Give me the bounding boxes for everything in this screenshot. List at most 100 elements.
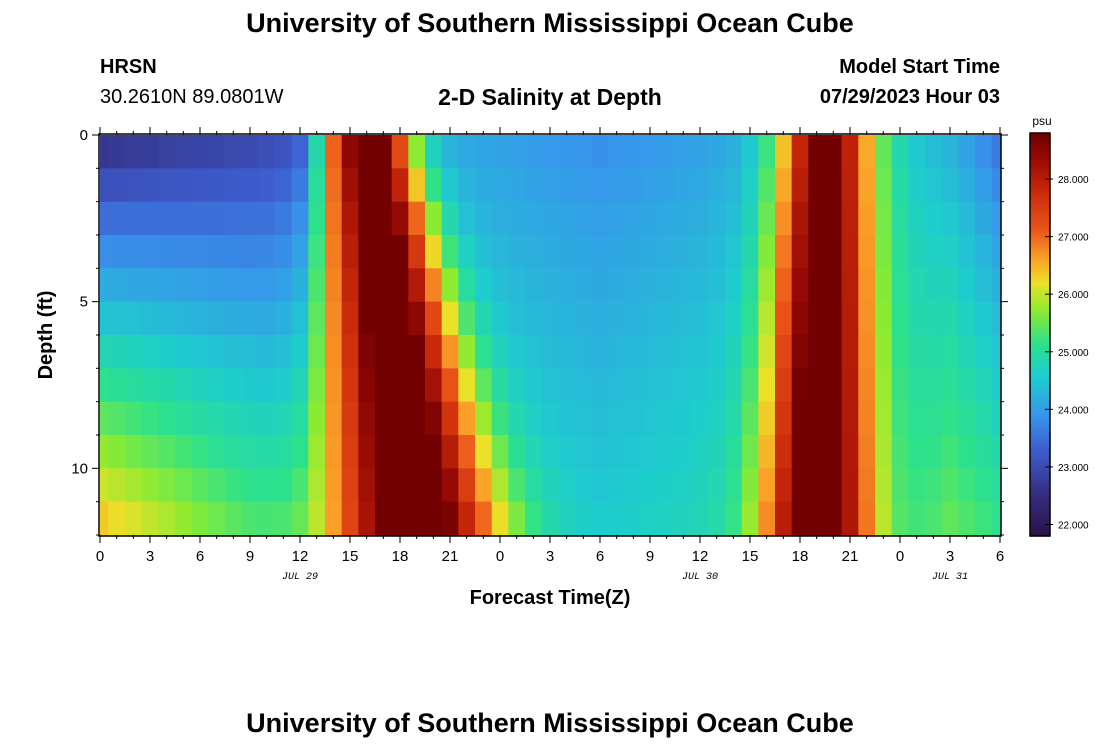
- heatmap-cell: [575, 168, 593, 203]
- heatmap-cell: [100, 435, 109, 469]
- colorbar-segment: [1030, 239, 1050, 243]
- heatmap-cell: [108, 135, 126, 169]
- y-tick-label: 0: [80, 127, 88, 144]
- heatmap-cell: [508, 268, 526, 303]
- heatmap-cell: [991, 335, 1001, 369]
- heatmap-cell: [825, 135, 843, 169]
- heatmap-cell: [408, 235, 426, 269]
- colorbar-segment: [1030, 396, 1050, 400]
- heatmap-cell: [141, 468, 159, 503]
- heatmap-cell: [141, 201, 159, 236]
- colorbar-segment: [1030, 274, 1050, 277]
- colorbar-segment: [1030, 296, 1050, 299]
- heatmap-cell: [591, 301, 609, 336]
- colorbar-tick-label: 23.000: [1058, 463, 1089, 474]
- colorbar-segment: [1030, 398, 1050, 402]
- heatmap-cell: [691, 301, 709, 336]
- heatmap-cell: [891, 468, 909, 503]
- heatmap-cell: [191, 268, 209, 303]
- colorbar-segment: [1030, 282, 1050, 285]
- heatmap-cell: [975, 401, 993, 436]
- heatmap-cell: [925, 235, 943, 269]
- colorbar-segment: [1030, 519, 1050, 523]
- heatmap-cell: [791, 201, 809, 236]
- heatmap-cell: [458, 135, 476, 169]
- colorbar-segment: [1030, 237, 1050, 241]
- heatmap-cell: [808, 468, 826, 503]
- x-tick-label: 3: [946, 548, 954, 565]
- heatmap-cell: [691, 368, 709, 403]
- colorbar-segment: [1030, 405, 1050, 408]
- heatmap-cell: [758, 301, 776, 336]
- heatmap-cell: [658, 335, 676, 369]
- heatmap-cell: [875, 135, 893, 169]
- heatmap-cell: [258, 501, 276, 536]
- date-label: JUL 30: [682, 572, 718, 583]
- heatmap-cell: [291, 301, 309, 336]
- heatmap-cell: [725, 301, 743, 336]
- heatmap-cell: [258, 335, 276, 369]
- heatmap-cell: [925, 168, 943, 203]
- heatmap-cell: [791, 168, 809, 203]
- colorbar-segment: [1030, 401, 1050, 404]
- heatmap-cell: [175, 201, 193, 236]
- heatmap-cell: [908, 268, 926, 303]
- heatmap-cell: [691, 435, 709, 469]
- heatmap-cell: [708, 135, 726, 169]
- heatmap-cell: [891, 501, 909, 536]
- heatmap-cell: [275, 335, 293, 369]
- heatmap-cell: [358, 135, 376, 169]
- colorbar-segment: [1030, 423, 1050, 426]
- colorbar-tick-label: 22.000: [1058, 520, 1089, 531]
- colorbar-segment: [1030, 330, 1050, 334]
- heatmap-cell: [341, 401, 359, 436]
- heatmap-cell: [791, 435, 809, 469]
- heatmap-cell: [525, 201, 543, 236]
- colorbar-segment: [1030, 509, 1050, 513]
- heatmap-cell: [241, 468, 259, 503]
- heatmap-cell: [675, 501, 693, 536]
- heatmap-cell: [775, 301, 793, 336]
- heatmap-cell: [325, 268, 343, 303]
- heatmap-cell: [291, 468, 309, 503]
- colorbar-segment: [1030, 165, 1050, 168]
- colorbar-segment: [1030, 346, 1050, 350]
- heatmap-cell: [391, 335, 409, 369]
- heatmap-cell: [958, 235, 976, 269]
- colorbar-segment: [1030, 457, 1050, 461]
- heatmap-cell: [591, 368, 609, 403]
- heatmap-cell: [841, 335, 859, 369]
- heatmap-cell: [258, 301, 276, 336]
- colorbar-segment: [1030, 141, 1050, 144]
- heatmap-cell: [625, 401, 643, 436]
- colorbar-segment: [1030, 243, 1050, 247]
- heatmap-cell: [775, 235, 793, 269]
- heatmap-cell: [858, 435, 876, 469]
- heatmap-cell: [241, 235, 259, 269]
- heatmap-cell: [275, 168, 293, 203]
- heatmap-cell: [875, 335, 893, 369]
- heatmap-cell: [100, 401, 109, 436]
- colorbar-segment: [1030, 153, 1050, 156]
- heatmap-cell: [175, 168, 193, 203]
- heatmap-cell: [925, 368, 943, 403]
- heatmap-cell: [441, 501, 459, 536]
- heatmap-cell: [708, 235, 726, 269]
- heatmap-cell: [358, 368, 376, 403]
- heatmap-cell: [408, 268, 426, 303]
- heatmap-cell: [508, 168, 526, 203]
- heatmap-cell: [725, 468, 743, 503]
- heatmap-cell: [308, 168, 326, 203]
- heatmap-cell: [325, 135, 343, 169]
- date-label: JUL 29: [282, 572, 318, 583]
- colorbar-segment: [1030, 511, 1050, 515]
- heatmap-cell: [408, 301, 426, 336]
- heatmap-cell: [558, 368, 576, 403]
- colorbar-segment: [1030, 288, 1050, 291]
- heatmap-cell: [691, 268, 709, 303]
- heatmap-cell: [375, 235, 393, 269]
- colorbar-segment: [1030, 411, 1050, 414]
- heatmap-cell: [741, 501, 759, 536]
- heatmap-cell: [158, 301, 176, 336]
- heatmap-cell: [391, 135, 409, 169]
